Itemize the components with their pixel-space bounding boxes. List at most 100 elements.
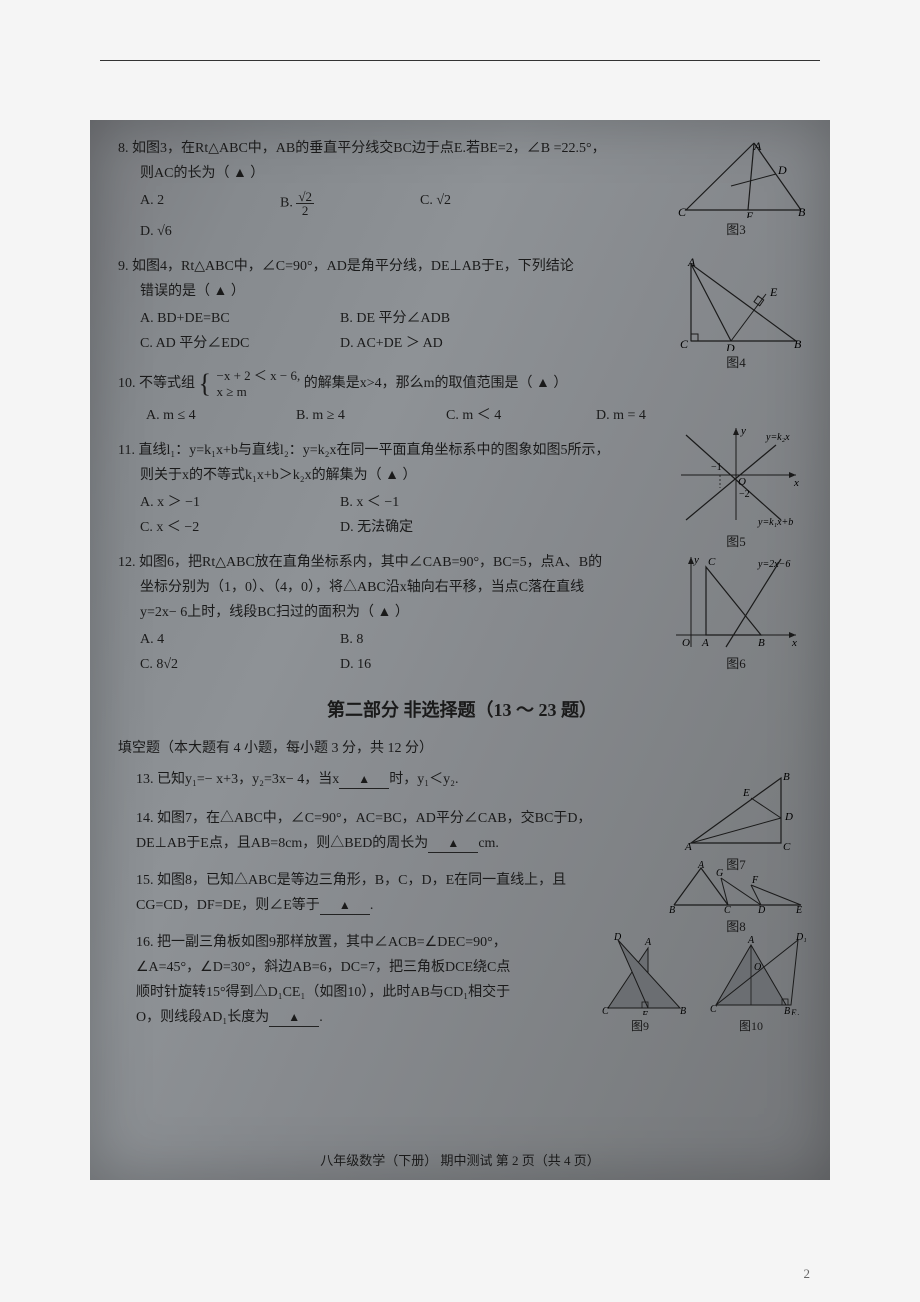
question-15: 15. 如图8，已知△ABC是等边三角形，B，C，D，E在同一直线上，且 CG=… bbox=[136, 870, 806, 916]
q8-opt-b-pre: B. bbox=[280, 196, 296, 211]
svg-text:A: A bbox=[687, 256, 696, 269]
svg-text:A: A bbox=[701, 637, 709, 649]
q14-blank: ▲ bbox=[428, 834, 478, 853]
figure-4: A C B D E 图4 bbox=[666, 256, 806, 373]
q9-num: 9. bbox=[118, 259, 129, 274]
figure-10-svg: A D₁ C B E₁ O bbox=[696, 930, 806, 1015]
q9-opt-a: A. BD+DE=BC bbox=[140, 308, 340, 329]
figure-6: y x O A B C y=2x−6 图6 bbox=[666, 547, 806, 674]
svg-text:C: C bbox=[602, 1006, 609, 1015]
figure-6-svg: y x O A B C y=2x−6 bbox=[666, 547, 806, 652]
q11-opt-c: C. x ＜ −2 bbox=[140, 517, 340, 538]
svg-text:C: C bbox=[680, 337, 689, 351]
q10-opt-b: B. m ≥ 4 bbox=[296, 405, 446, 426]
svg-text:C: C bbox=[724, 905, 731, 915]
figure-3: A C B E D 图3 bbox=[666, 138, 806, 240]
q12-opt-d: D. 16 bbox=[340, 654, 540, 675]
svg-text:y=2x−6: y=2x−6 bbox=[757, 559, 790, 570]
q15-post: . bbox=[370, 898, 374, 913]
q10-opt-a: A. m ≤ 4 bbox=[146, 405, 296, 426]
q8-opt-b-num: √2 bbox=[296, 190, 314, 204]
q8-opt-b-den: 2 bbox=[296, 204, 314, 217]
figure-8: A B C D E G F 图8 bbox=[666, 860, 806, 937]
svg-text:B: B bbox=[783, 771, 790, 783]
svg-text:D: D bbox=[757, 905, 766, 915]
q12-stem3: y=2x− 6上时，线段BC扫过的面积为（ ▲ ） bbox=[140, 602, 656, 623]
svg-text:C: C bbox=[708, 556, 716, 568]
q8-opt-a: A. 2 bbox=[140, 190, 280, 217]
q15-blank: ▲ bbox=[320, 896, 370, 915]
q13-num: 13. bbox=[136, 772, 154, 787]
q12-opt-b: B. 8 bbox=[340, 629, 540, 650]
svg-text:O: O bbox=[754, 962, 761, 973]
figure-5-svg: y x O −1 −2 y=k₂x y=k₁x+b bbox=[666, 420, 806, 530]
q9-opt-d: D. AC+DE ＞ AD bbox=[340, 333, 540, 354]
svg-text:A: A bbox=[684, 841, 692, 853]
corner-page-number: 2 bbox=[804, 1266, 811, 1282]
svg-text:E: E bbox=[745, 209, 754, 218]
svg-text:C: C bbox=[710, 1004, 717, 1015]
q15-pre: CG=CD，DF=DE，则∠E等于 bbox=[136, 898, 320, 913]
question-16: 16. 把一副三角板如图9那样放置，其中∠ACB=∠DEC=90°， ∠A=45… bbox=[136, 932, 806, 1028]
fig5-xlabel: x bbox=[793, 477, 799, 489]
q12-num: 12. bbox=[118, 555, 136, 570]
section-2-title: 第二部分 非选择题（13 ～ 23 题） bbox=[118, 697, 806, 724]
figure-7-svg: A C B D E bbox=[671, 768, 801, 853]
question-9: 9. 如图4，Rt△ABC中，∠C=90°，AD是角平分线，DE⊥AB于E，下列… bbox=[118, 256, 806, 358]
q11-opt-b: B. x ＜ −1 bbox=[340, 492, 540, 513]
q12-stem2: 坐标分别为（1，0）、（4，0），将△ABC沿x轴向右平移，当点C落在直线 bbox=[140, 577, 656, 598]
page-footer: 八年级数学（下册） 期中测试 第 2 页（共 4 页） bbox=[90, 1151, 830, 1171]
figure-9-label: 图9 bbox=[590, 1017, 690, 1035]
svg-text:D: D bbox=[784, 811, 793, 823]
q10-sys-l2: x ≥ m bbox=[216, 384, 300, 400]
figure-9-10: A B C D E 图9 A D₁ bbox=[581, 930, 806, 1035]
q9-options: A. BD+DE=BC B. DE 平分∠ADB C. AD 平分∠EDC D.… bbox=[140, 308, 656, 358]
q8-opt-c: C. √2 bbox=[420, 190, 560, 217]
svg-text:B: B bbox=[798, 205, 806, 218]
fig5-ylabel: y bbox=[740, 425, 746, 437]
figure-9: A B C D E 图9 bbox=[590, 930, 690, 1035]
svg-text:D₁: D₁ bbox=[795, 932, 806, 943]
q9-opt-c: C. AD 平分∠EDC bbox=[140, 333, 340, 354]
q14-line2: DE⊥AB于E点，且AB=8cm，则△BED的周长为▲cm. bbox=[136, 833, 656, 854]
q8-stem2: 则AC的长为（ ▲ ） bbox=[140, 163, 656, 184]
top-rule bbox=[100, 60, 820, 61]
q16-line4: O，则线段AD₁长度为▲. bbox=[136, 1007, 576, 1028]
svg-text:−2: −2 bbox=[739, 489, 750, 500]
q12-options: A. 4 B. 8 C. 8√2 D. 16 bbox=[140, 629, 656, 679]
figure-3-svg: A C B E D bbox=[666, 138, 806, 218]
question-8: 8. 如图3，在Rt△ABC中，AB的垂直平分线交BC边于点E.若BE=2，∠B… bbox=[118, 138, 806, 246]
svg-text:E: E bbox=[769, 285, 778, 299]
question-11: 11. 直线l₁：y=k₁x+b与直线l₂：y=k₂x在同一平面直角坐标系中的图… bbox=[118, 440, 806, 542]
q16-pre: O，则线段AD₁长度为 bbox=[136, 1010, 269, 1025]
svg-text:C: C bbox=[678, 205, 687, 218]
q12-stem1: 如图6，把Rt△ABC放在直角坐标系内，其中∠CAB=90°，BC=5，点A、B… bbox=[139, 555, 602, 570]
svg-text:D: D bbox=[777, 163, 787, 177]
q10-system: −x + 2 ＜ x − 6, x ≥ m bbox=[216, 368, 300, 399]
svg-text:D: D bbox=[725, 341, 735, 351]
q14-num: 14. bbox=[136, 811, 154, 826]
q16-blank: ▲ bbox=[269, 1008, 319, 1027]
svg-text:B: B bbox=[784, 1006, 790, 1015]
q8-options: A. 2 B. √22 C. √2 D. √6 bbox=[140, 190, 656, 246]
svg-text:y: y bbox=[693, 554, 699, 566]
q11-num: 11. bbox=[118, 443, 135, 458]
svg-text:A: A bbox=[753, 139, 762, 153]
q14-pre: DE⊥AB于E点，且AB=8cm，则△BED的周长为 bbox=[136, 836, 428, 851]
svg-text:C: C bbox=[783, 841, 791, 853]
q16-stem3: 顺时针旋转15°得到△D₁CE₁（如图10），此时AB与CD₁相交于 bbox=[136, 982, 576, 1003]
left-brace-icon: { bbox=[199, 372, 211, 395]
q14-post: cm. bbox=[478, 836, 499, 851]
q15-line2: CG=CD，DF=DE，则∠E等于▲. bbox=[136, 895, 656, 916]
q16-stem1: 把一副三角板如图9那样放置，其中∠ACB=∠DEC=90°， bbox=[157, 935, 507, 950]
q15-num: 15. bbox=[136, 873, 154, 888]
q16-num: 16. bbox=[136, 935, 154, 950]
q11-options: A. x ＞ −1 B. x ＜ −1 C. x ＜ −2 D. 无法确定 bbox=[140, 492, 656, 542]
q9-stem1: 如图4，Rt△ABC中，∠C=90°，AD是角平分线，DE⊥AB于E，下列结论 bbox=[132, 259, 574, 274]
svg-text:B: B bbox=[794, 337, 802, 351]
figure-10: A D₁ C B E₁ O 图10 bbox=[696, 930, 806, 1035]
q12-opt-a: A. 4 bbox=[140, 629, 340, 650]
q8-opt-d: D. √6 bbox=[140, 221, 280, 242]
q8-opt-b: B. √22 bbox=[280, 190, 420, 217]
svg-text:y=k₁x+b: y=k₁x+b bbox=[757, 517, 793, 528]
